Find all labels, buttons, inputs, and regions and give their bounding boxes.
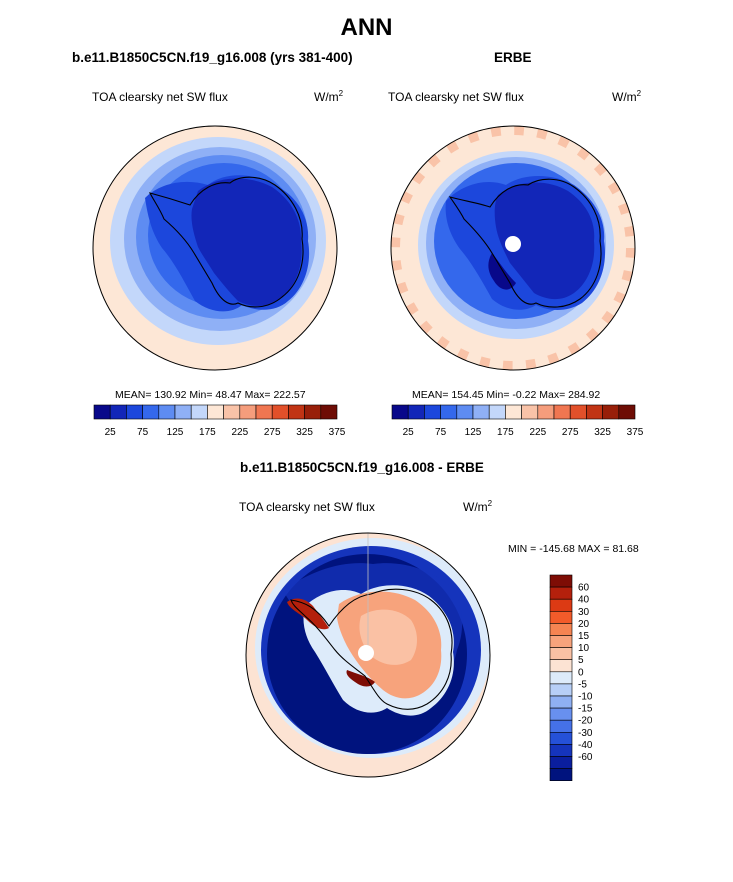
panel-3-colorbar-box — [549, 647, 573, 660]
panel-2-polar-map — [390, 125, 636, 371]
panel-3-colorbar-box — [549, 744, 573, 757]
panel-3-colorbar-box — [549, 671, 573, 685]
panel-3-colorbar-tick-label: -15 — [578, 704, 593, 715]
panel-3-colorbar-box — [549, 768, 573, 782]
panel-3-colorbar-box — [549, 635, 573, 648]
panel-3-colorbar-box — [549, 586, 573, 600]
panel-3-colorbar-tick-label: 15 — [578, 631, 590, 642]
panel-3-colorbar-tick-label: -60 — [578, 752, 593, 763]
panel-3-colorbar-tick-label: 20 — [578, 619, 590, 630]
panel-3-colorbar-box — [549, 756, 573, 769]
panel-3-variable: TOA clearsky net SW flux — [239, 500, 375, 514]
panel-3-polar-map — [245, 532, 491, 778]
panel-2-colorbar-box — [424, 404, 441, 420]
panel-3-colorbar-box — [549, 683, 573, 697]
panel-2-variable: TOA clearsky net SW flux — [388, 90, 524, 104]
panel-2-colorbar-box — [586, 404, 603, 420]
panel-3-colorbar-box — [549, 598, 573, 612]
panel-1-colorbar-tick-label: 25 — [105, 427, 117, 438]
panel-3-colorbar-tick-label: 40 — [578, 595, 590, 606]
panel-3-colorbar-tick-label: -40 — [578, 740, 593, 751]
panel-2-colorbar-tick-label: 175 — [497, 427, 514, 438]
panel-2-colorbar-tick-label: 375 — [627, 427, 644, 438]
panel-3-colorbar-tick-label: 10 — [578, 643, 590, 654]
panel-1-colorbar-tick-label: 175 — [199, 427, 216, 438]
panel-1-colorbar: 25 75 125 175 225 275 325 375 — [93, 404, 346, 438]
main-title: ANN — [340, 14, 393, 41]
panel-3-colorbar-box — [549, 707, 573, 721]
panel-2-colorbar-tick-label: 325 — [594, 427, 611, 438]
panel-3-colorbar-box — [549, 610, 573, 624]
panel-2-colorbar: 25 75 125 175 225 275 325 375 — [391, 404, 644, 438]
panel-2-colorbar-box — [618, 404, 636, 420]
panel-3-colorbar-box — [549, 695, 573, 709]
panel-1-colorbar-tick-label: 125 — [167, 427, 184, 438]
panel-2-colorbar-box — [456, 404, 474, 420]
panel-1-colorbar-box — [142, 404, 160, 420]
panel-1-colorbar-box — [126, 404, 143, 420]
panel-3-colorbar-tick-label: -30 — [578, 728, 593, 739]
panel-2-colorbar-box — [488, 404, 506, 420]
panel-1-units: W/m2 — [314, 89, 344, 104]
panel-2-colorbar-box — [407, 404, 425, 420]
panel-3-colorbar-box — [549, 732, 573, 745]
panel-2-colorbar-box — [391, 404, 409, 420]
panel-1-colorbar-box — [223, 404, 241, 420]
panel-3-colorbar-tick-label: -10 — [578, 692, 593, 703]
panel-1-colorbar-box — [288, 404, 305, 420]
panel-2-colorbar-box — [553, 404, 571, 420]
panel-1-colorbar-box — [304, 404, 322, 420]
panel-1-stats: MEAN= 130.92 Min= 48.47 Max= 222.57 — [115, 389, 306, 401]
panel-2-colorbar-tick-label: 125 — [465, 427, 482, 438]
panel-2-colorbar-box — [440, 404, 458, 420]
panel-2-colorbar-tick-label: 75 — [435, 427, 447, 438]
panel-2-colorbar-box — [472, 404, 490, 420]
panel-1-colorbar-tick-label: 75 — [137, 427, 149, 438]
panel-2-title: ERBE — [494, 50, 532, 65]
panel-2-colorbar-tick-label: 275 — [562, 427, 579, 438]
panel-1-colorbar-tick-label: 275 — [264, 427, 281, 438]
panel-3-colorbar-box — [549, 719, 573, 733]
panel-1-colorbar-box — [158, 404, 176, 420]
panel-3-colorbar-box — [549, 659, 573, 673]
panel-3-colorbar-tick-label: 0 — [578, 667, 584, 678]
panel-2-units: W/m2 — [612, 89, 642, 104]
panel-1-colorbar-box — [239, 404, 257, 420]
panel-3-colorbar-box — [549, 623, 573, 636]
panel-3-colorbar-tick-label: 30 — [578, 607, 590, 618]
panel-1-colorbar-box — [93, 404, 111, 420]
panel-1-colorbar-box — [207, 404, 224, 420]
panel-2-colorbar-box — [521, 404, 539, 420]
panel-1-colorbar-tick-label: 325 — [296, 427, 313, 438]
panel-1-colorbar-box — [271, 404, 289, 420]
panel-1-colorbar-tick-label: 375 — [329, 427, 346, 438]
panel-3-colorbar-tick-label: -20 — [578, 716, 593, 727]
panel-1-polar-map — [92, 125, 338, 371]
panel-3-title: b.e11.B1850C5CN.f19_g16.008 - ERBE — [240, 460, 484, 475]
panel-2-colorbar-box — [537, 404, 555, 420]
panel-3-stats: MIN = -145.68 MAX = 81.68 — [508, 543, 639, 555]
panel-3-colorbar-tick-label: -5 — [578, 679, 587, 690]
panel-3-colorbar-box — [549, 574, 573, 588]
panel-1-colorbar-box — [174, 404, 192, 420]
panel-1-variable: TOA clearsky net SW flux — [92, 90, 228, 104]
panel-3-units: W/m2 — [463, 499, 493, 514]
panel-3-colorbar-tick-label: 5 — [578, 655, 584, 666]
panel-2-colorbar-box — [602, 404, 620, 420]
panel-1-colorbar-box — [320, 404, 338, 420]
panel-1-colorbar-box — [109, 404, 127, 420]
panel-3-colorbar-tick-label: 60 — [578, 583, 590, 594]
panel-1-title: b.e11.B1850C5CN.f19_g16.008 (yrs 381-400… — [72, 50, 353, 65]
panel-2-colorbar-tick-label: 225 — [529, 427, 546, 438]
panel-1-colorbar-box — [190, 404, 208, 420]
panel-2-stats: MEAN= 154.45 Min= -0.22 Max= 284.92 — [412, 389, 601, 401]
panel-1-colorbar-box — [255, 404, 273, 420]
panel-2-colorbar-box — [505, 404, 522, 420]
panel-2-colorbar-box — [569, 404, 587, 420]
panel-1-colorbar-tick-label: 225 — [231, 427, 248, 438]
panel-2-colorbar-tick-label: 25 — [403, 427, 415, 438]
